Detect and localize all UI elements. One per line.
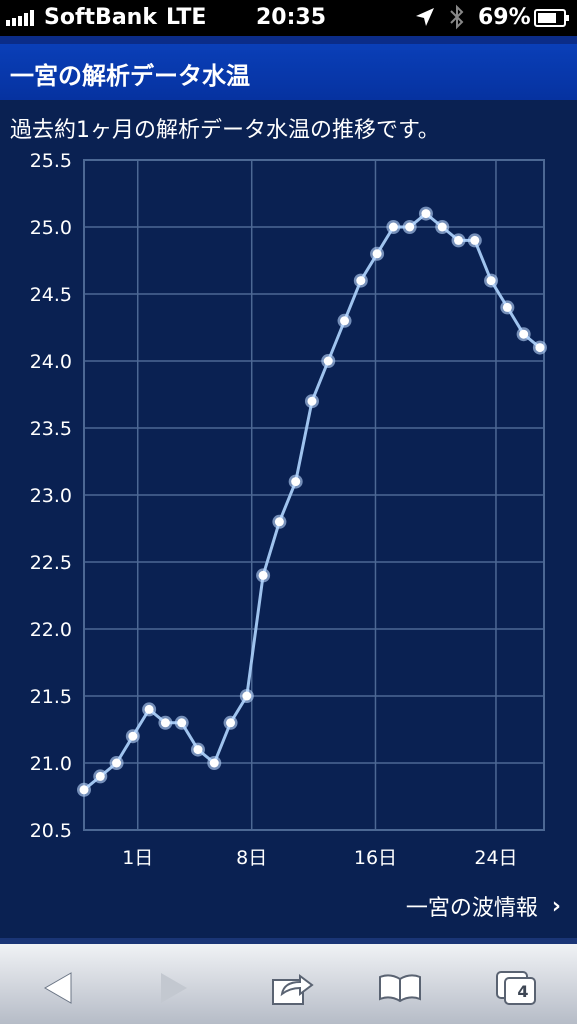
browser-toolbar (0, 938, 577, 1024)
y-tick-label: 24.5 (30, 284, 72, 306)
data-point (470, 235, 480, 245)
forward-icon (161, 973, 187, 1003)
chart-description: 過去約1ヶ月の解析データ水温の推移です。 (10, 118, 440, 143)
bookmarks-button[interactable] (378, 968, 422, 1008)
page-title: 一宮の解析データ水温 (10, 62, 250, 90)
location-arrow-icon (416, 8, 434, 26)
data-point (340, 316, 350, 326)
x-tick-label: 16日 (354, 847, 397, 869)
tab-count: 4 (517, 982, 529, 1001)
chevron-right-icon: › (551, 893, 561, 919)
data-point (193, 745, 203, 755)
data-point (437, 222, 447, 232)
data-point (519, 329, 529, 339)
water-temperature-chart: 25.5 25.0 24.5 24.0 23.5 23.0 22.5 22.0 21.5 21.0… (30, 150, 547, 869)
data-point (356, 276, 366, 286)
bookmarks-icon (379, 974, 421, 1003)
signal-icon (6, 10, 34, 26)
battery-icon (534, 9, 569, 27)
page-header: 一宮の解析データ水温 (0, 36, 577, 100)
data-point (209, 758, 219, 768)
y-tick-label: 22.5 (30, 552, 72, 574)
data-point (160, 718, 170, 728)
y-tick-label: 20.5 (30, 820, 72, 842)
status-time: 20:35 (256, 5, 327, 30)
data-point (177, 718, 187, 728)
y-tick-label: 25.0 (30, 217, 72, 239)
data-point (112, 758, 122, 768)
back-button[interactable] (36, 968, 80, 1008)
share-button[interactable] (270, 968, 314, 1008)
data-point (486, 276, 496, 286)
status-bar: SoftBank LTE 20:35 69% (0, 0, 577, 36)
data-point (95, 771, 105, 781)
back-icon (43, 972, 72, 1004)
data-point (258, 570, 268, 580)
tabs-icon (496, 971, 536, 1005)
wave-info-link[interactable]: 一宮の波情報 › (406, 890, 561, 922)
tabs-button[interactable] (494, 968, 538, 1008)
data-point (79, 785, 89, 795)
data-point (307, 396, 317, 406)
data-point (502, 302, 512, 312)
data-point (291, 477, 301, 487)
y-tick-label: 21.0 (30, 753, 72, 775)
data-point (421, 209, 431, 219)
forward-button[interactable] (152, 968, 196, 1008)
share-icon (272, 974, 314, 1005)
network-type: LTE (166, 5, 207, 30)
x-tick-label: 8日 (236, 847, 267, 869)
y-tick-label: 22.0 (30, 619, 72, 641)
data-point (226, 718, 236, 728)
data-point (274, 517, 284, 527)
x-tick-label: 1日 (122, 847, 153, 869)
bluetooth-icon (450, 4, 464, 30)
y-tick-label: 21.5 (30, 686, 72, 708)
y-tick-label: 25.5 (30, 150, 72, 172)
data-point (535, 343, 545, 353)
y-tick-label: 23.5 (30, 418, 72, 440)
data-point (323, 356, 333, 366)
wave-info-link-label: 一宮の波情報 (405, 896, 538, 921)
data-point (144, 704, 154, 714)
data-point (372, 249, 382, 259)
y-tick-label: 24.0 (30, 351, 72, 373)
data-point (405, 222, 415, 232)
carrier-name: SoftBank (44, 5, 157, 30)
data-point (454, 235, 464, 245)
battery-percent: 69% (478, 5, 531, 30)
data-point (128, 731, 138, 741)
data-point (242, 691, 252, 701)
x-tick-label: 24日 (474, 847, 517, 869)
y-tick-label: 23.0 (30, 485, 72, 507)
data-point (388, 222, 398, 232)
